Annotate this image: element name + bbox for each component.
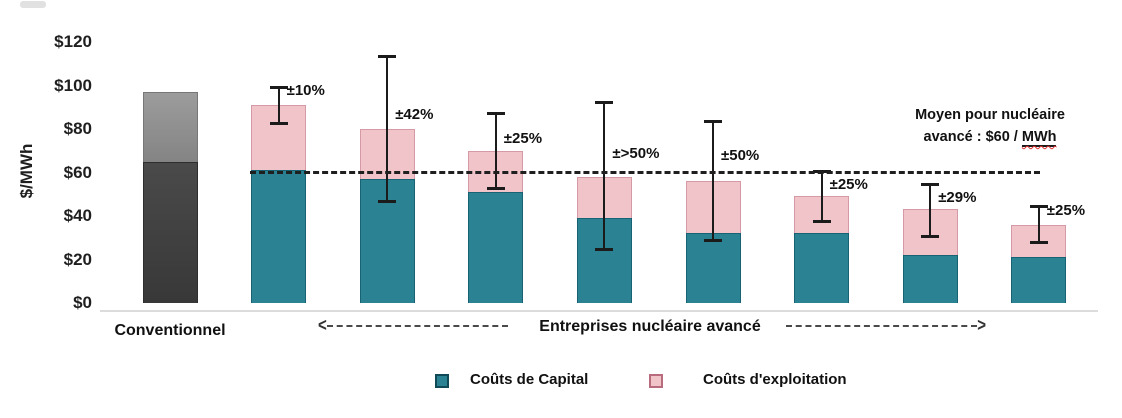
y-tick-0: $0	[73, 293, 92, 312]
average-reference-line	[250, 170, 1040, 174]
error-bar-bottom-cap	[921, 234, 940, 238]
error-bar-bottom-cap	[704, 239, 722, 243]
advanced-bar-1-capital-segment	[251, 170, 307, 303]
error-bar-top-cap	[595, 100, 614, 104]
legend-swatch-exploitation	[649, 374, 663, 388]
legend-swatch-capital	[435, 374, 449, 388]
error-bar-top-cap	[921, 183, 940, 187]
category-label-advanced: Entreprises nucléaire avancé	[539, 318, 761, 335]
advanced-bar-7-capital-segment	[902, 255, 958, 303]
average-annotation: Moyen pour nucléaire avancé : $60 / MWh	[878, 104, 1102, 148]
error-bar-bottom-cap	[595, 247, 614, 251]
error-bar-8	[1029, 205, 1048, 245]
error-bar-stem	[929, 183, 932, 238]
legend: Coûts de Capital Coûts d'exploitation	[0, 368, 1122, 396]
error-bar-bottom-cap	[486, 186, 505, 190]
advanced-bar-5-capital-segment	[685, 233, 741, 303]
advanced-range-arrow-left: <	[318, 314, 508, 336]
error-bar-stem	[386, 55, 389, 203]
annotation-line2: avancé : $60 / MWh	[923, 129, 1057, 147]
error-bar-bottom-cap	[269, 121, 288, 125]
annotation-line1: Moyen pour nucléaire	[915, 107, 1065, 123]
error-label-1: ±10%	[286, 82, 325, 100]
error-label-6: ±25%	[829, 175, 868, 193]
x-axis-line	[100, 310, 1098, 312]
y-tick-80: $80	[63, 119, 92, 138]
error-bar-bottom-cap	[378, 199, 397, 203]
scan-artifact-mark	[20, 1, 46, 8]
legend-label-capital: Coûts de Capital	[470, 371, 589, 388]
error-bar-stem	[1037, 205, 1040, 245]
y-tick-20: $20	[63, 249, 92, 269]
error-label-5: ±50%	[721, 147, 760, 165]
y-tick-120: $120	[54, 32, 92, 51]
error-bar-bottom-cap	[1029, 241, 1048, 245]
error-bar-stem	[494, 111, 497, 190]
advanced-bar-8-capital-segment	[1011, 257, 1067, 303]
advanced-bar-6-capital-segment	[794, 233, 850, 303]
error-bar-stem	[712, 120, 714, 243]
error-bar-stem	[277, 85, 280, 125]
advanced-bar-3-capital-segment	[468, 192, 524, 303]
error-bar-top-cap	[1029, 205, 1048, 209]
y-tick-100: $100	[54, 75, 92, 95]
error-bar-top-cap	[704, 120, 722, 124]
error-label-2: ±42%	[395, 105, 434, 123]
category-label-conventional: Conventionnel	[114, 322, 226, 339]
arrowhead-right-icon: >	[977, 314, 986, 336]
error-label-8: ±25%	[1046, 201, 1086, 219]
error-bar-4	[595, 100, 614, 251]
conventional-bar-dark-segment	[142, 161, 198, 303]
error-bar-stem	[603, 100, 606, 251]
error-bar-1	[269, 85, 288, 125]
error-bar-7	[921, 183, 940, 238]
dashed-line-left	[326, 325, 508, 327]
error-label-3: ±25%	[503, 129, 543, 147]
error-label-7: ±29%	[938, 188, 977, 206]
dashed-line-right	[786, 325, 978, 327]
legend-label-exploitation: Coûts d'exploitation	[703, 371, 847, 388]
y-tick-60: $60	[63, 162, 92, 182]
arrowhead-left-icon: <	[318, 314, 327, 336]
error-label-4: ±>50%	[612, 145, 660, 163]
error-bar-top-cap	[486, 111, 505, 115]
y-tick-40: $40	[63, 206, 92, 225]
advanced-range-arrow-right: >	[786, 314, 986, 336]
error-bar-stem	[820, 170, 823, 223]
error-bar-bottom-cap	[812, 219, 831, 223]
error-bar-3	[486, 111, 505, 190]
error-bar-5	[704, 120, 722, 243]
annotation-mwh-underlined: MWh	[1021, 129, 1057, 147]
error-bar-top-cap	[378, 55, 397, 59]
error-bar-top-cap	[269, 85, 288, 89]
error-bar-2	[378, 55, 397, 203]
conventional-bar-light-segment	[142, 92, 198, 162]
error-bar-6	[812, 170, 831, 223]
